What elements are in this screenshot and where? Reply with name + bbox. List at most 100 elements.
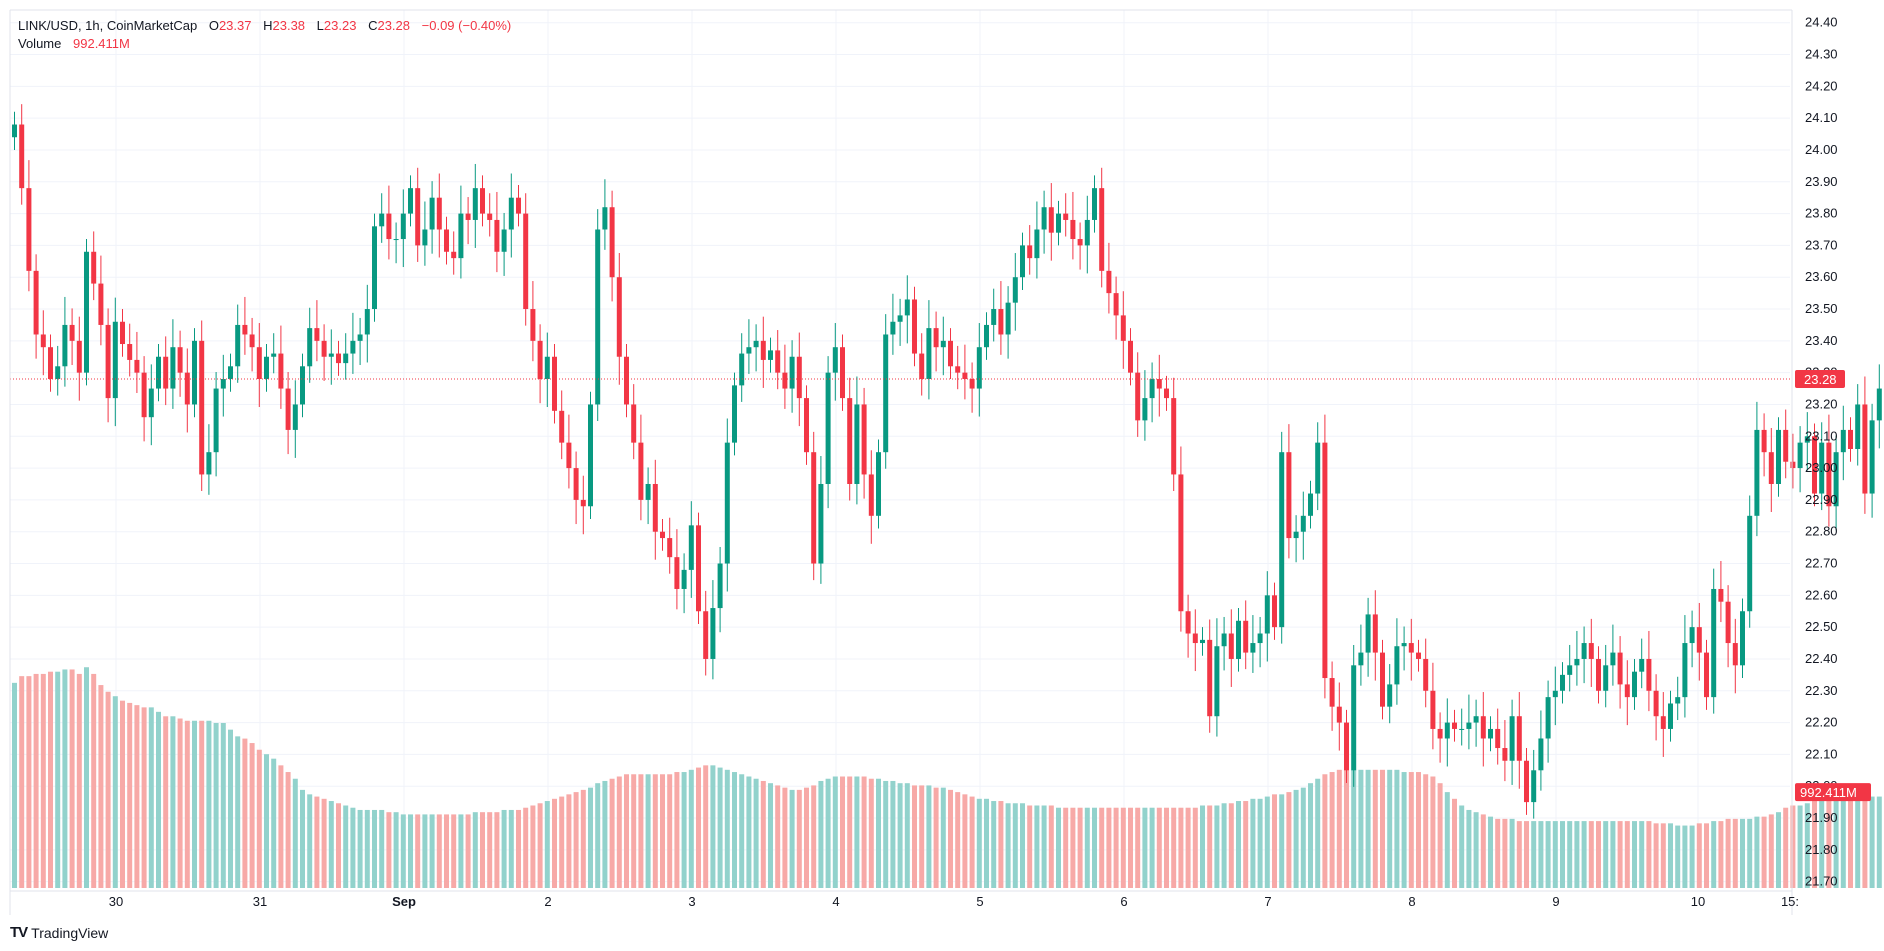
- candle-body: [868, 474, 874, 516]
- volume-bar: [847, 776, 853, 888]
- candle-body: [62, 324, 68, 367]
- volume-bar: [33, 673, 39, 888]
- candle-body: [1264, 595, 1270, 634]
- candle-body: [1459, 728, 1465, 730]
- price-tick-label: 22.70: [1805, 556, 1838, 571]
- candle-body: [436, 197, 442, 230]
- candle-body: [789, 356, 795, 389]
- volume-bar: [494, 812, 500, 888]
- volume-bar: [1142, 807, 1148, 888]
- volume-bar: [1092, 807, 1097, 888]
- volume-label[interactable]: Volume: [18, 36, 62, 51]
- volume-bar: [141, 707, 147, 888]
- volume-bar: [876, 778, 881, 888]
- candle-body: [1120, 315, 1126, 341]
- candle-body: [1689, 627, 1695, 644]
- volume-bar: [998, 801, 1004, 888]
- last-price-label: 23.28: [1795, 370, 1845, 389]
- candle-body: [1682, 643, 1688, 698]
- candle-body: [1351, 665, 1357, 771]
- volume-bar: [264, 754, 269, 888]
- volume-bar: [1545, 821, 1551, 888]
- volume-bar: [1077, 807, 1083, 888]
- volume-bar: [868, 778, 874, 888]
- volume-bar: [516, 809, 521, 888]
- volume-bar: [1027, 805, 1033, 888]
- candle-body: [717, 563, 723, 609]
- candle-body: [192, 340, 197, 405]
- volume-bar: [328, 801, 334, 888]
- time-axis[interactable]: 30 31 Sep 2 3 4 5 6 7 8 9 10 15:: [109, 894, 1799, 909]
- volume-bar: [832, 776, 838, 888]
- volume-bar: [1430, 776, 1436, 888]
- candle-body: [825, 372, 831, 484]
- volume-bar: [912, 785, 917, 888]
- volume-bar: [19, 676, 25, 888]
- candle-body: [710, 608, 716, 659]
- tradingview-logo[interactable]: TV TradingView: [10, 924, 108, 941]
- price-tick-label: 23.50: [1805, 301, 1838, 316]
- candle-body: [703, 611, 709, 659]
- high-value: 23.38: [272, 18, 306, 33]
- candle-body: [1560, 674, 1565, 691]
- candle-body: [1826, 442, 1832, 507]
- price-tick-label: 24.00: [1805, 142, 1838, 157]
- candle-body: [141, 372, 147, 418]
- volume-bar: [1660, 823, 1666, 888]
- candle-body: [732, 385, 737, 443]
- volume-bar: [472, 812, 478, 888]
- candle-body: [1387, 684, 1393, 707]
- volume-bar: [1351, 769, 1357, 888]
- price-tick-label: 21.90: [1805, 810, 1838, 825]
- volume-bar: [1264, 796, 1270, 888]
- price-tick-label: 23.70: [1805, 237, 1838, 252]
- candle-body: [285, 388, 291, 430]
- candle-body: [595, 229, 601, 405]
- candle-body: [1315, 442, 1321, 494]
- volume-bar: [1178, 807, 1184, 888]
- volume-bar: [48, 671, 53, 888]
- candle-body: [1099, 188, 1105, 271]
- volume-bar: [1473, 812, 1479, 888]
- candle-body: [1279, 452, 1285, 628]
- candle-body: [1848, 429, 1853, 449]
- volume-bar: [1797, 805, 1803, 888]
- candle-body: [883, 334, 889, 453]
- symbol-label[interactable]: LINK/USD, 1h, CoinMarketCap: [18, 18, 198, 33]
- volume-bar: [696, 767, 701, 888]
- candle-body: [1581, 643, 1587, 659]
- volume-bar: [1761, 816, 1767, 888]
- candle-body: [984, 324, 989, 348]
- candle-body: [1243, 620, 1249, 653]
- volume-bar: [84, 667, 89, 888]
- volume-bar: [1200, 805, 1205, 888]
- candle-body: [890, 321, 896, 335]
- volume-bar: [1516, 821, 1522, 888]
- volume-bar: [688, 769, 694, 888]
- volume-bar: [1336, 769, 1342, 888]
- volume-bar: [904, 783, 910, 888]
- candle-body: [177, 347, 183, 373]
- candle-body: [652, 483, 658, 532]
- candle-body: [235, 324, 241, 367]
- candle-body: [1495, 728, 1501, 749]
- candle-body: [1041, 207, 1047, 230]
- volume-bar: [1869, 796, 1875, 888]
- volume-bar: [458, 814, 464, 888]
- candle-body: [307, 328, 313, 367]
- volume-bar: [1279, 794, 1285, 888]
- volume-bar: [1322, 774, 1328, 888]
- candle-body: [796, 356, 802, 399]
- volume-bar: [746, 776, 752, 888]
- price-tick-label: 24.40: [1805, 15, 1838, 30]
- volume-bar: [883, 780, 889, 888]
- candle-body: [321, 340, 327, 357]
- volume-bar: [1135, 807, 1141, 888]
- candle-body: [1185, 611, 1191, 634]
- volume-bar: [26, 676, 32, 888]
- candle-body: [1034, 229, 1040, 259]
- volume-bar: [940, 787, 946, 888]
- candle-body: [1437, 728, 1443, 739]
- candle-body: [1819, 442, 1825, 494]
